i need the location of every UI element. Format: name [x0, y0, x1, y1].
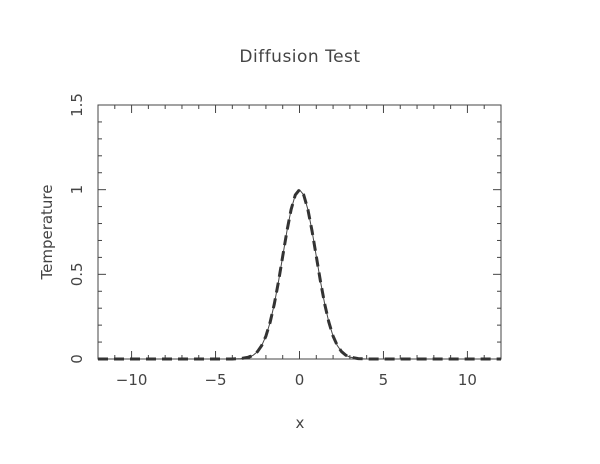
y-axis-label: Temperature: [38, 184, 56, 280]
y-tick-label: 0.5: [68, 262, 86, 286]
x-tick-label: −10: [116, 371, 148, 389]
plot-frame: [97, 104, 502, 360]
y-tick-label: 0: [68, 354, 86, 364]
x-tick-label: 5: [379, 371, 389, 389]
y-tick-labels: 0 0.5 1 1.5: [68, 93, 86, 364]
x-tick-label: 10: [458, 371, 477, 389]
series-line-dashed: [98, 188, 501, 361]
x-axis-label: x: [296, 414, 305, 432]
series-group: [98, 188, 501, 361]
y-tick-label: 1: [68, 185, 86, 195]
x-tick-label: −5: [204, 371, 226, 389]
tick-marks: [97, 104, 502, 360]
y-tick-label: 1.5: [68, 93, 86, 117]
x-tick-labels: −10 −5 0 5 10: [116, 371, 477, 389]
x-tick-label: 0: [295, 371, 305, 389]
series-line-solid: [98, 189, 501, 360]
chart-title: Diffusion Test: [239, 47, 360, 67]
